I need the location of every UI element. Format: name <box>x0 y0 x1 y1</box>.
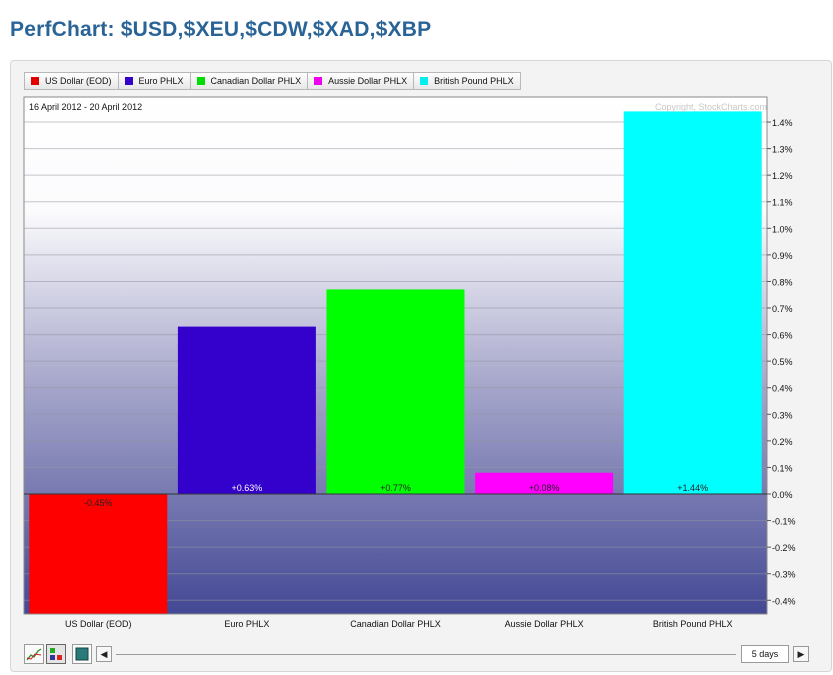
y-tick-label: 0.7% <box>772 304 793 314</box>
y-tick-label: 1.4% <box>772 118 793 128</box>
bar <box>177 326 316 494</box>
copyright-label: Copyright, StockCharts.com <box>655 102 767 112</box>
y-tick-label: 0.9% <box>772 251 793 261</box>
legend-item-us-dollar[interactable]: US Dollar (EOD) <box>24 72 119 90</box>
bar-mode-button[interactable] <box>46 644 66 664</box>
bar-value-label: +1.44% <box>677 483 708 493</box>
histogram-icon <box>75 647 89 661</box>
y-tick-label: 0.5% <box>772 357 793 367</box>
page-title: PerfChart: $USD,$XEU,$CDW,$XAD,$XBP <box>10 18 432 41</box>
x-category-label: US Dollar (EOD) <box>65 619 132 629</box>
y-tick-label: 1.2% <box>772 171 793 181</box>
bar-value-label: +0.77% <box>380 483 411 493</box>
y-tick-label: -0.4% <box>772 596 796 606</box>
legend-swatch-aussie-dollar <box>314 77 323 85</box>
bar <box>475 472 614 494</box>
y-tick-label: 1.3% <box>772 145 793 155</box>
legend-label-british-pound: British Pound PHLX <box>434 76 514 86</box>
y-tick-label: -0.1% <box>772 517 796 527</box>
y-tick-label: 1.1% <box>772 198 793 208</box>
bar <box>623 111 762 494</box>
chart-legend: US Dollar (EOD) Euro PHLX Canadian Dolla… <box>24 72 521 90</box>
bar-chart-icon <box>50 648 62 660</box>
y-tick-label: 0.8% <box>772 277 793 287</box>
legend-label-aussie-dollar: Aussie Dollar PHLX <box>328 76 408 86</box>
legend-swatch-canadian-dollar <box>196 77 205 85</box>
y-tick-label: 0.1% <box>772 463 793 473</box>
bar-value-label: +0.63% <box>232 483 263 493</box>
y-tick-label: -0.3% <box>772 570 796 580</box>
y-tick-label: -0.2% <box>772 543 796 553</box>
line-mode-button[interactable] <box>24 644 44 664</box>
legend-label-canadian-dollar: Canadian Dollar PHLX <box>210 76 302 86</box>
legend-swatch-euro <box>124 77 133 85</box>
x-category-label: Euro PHLX <box>224 619 269 629</box>
x-category-label: Canadian Dollar PHLX <box>350 619 441 629</box>
bars <box>24 111 767 614</box>
legend-item-british-pound[interactable]: British Pound PHLX <box>413 72 521 90</box>
histogram-mode-button[interactable] <box>72 644 92 664</box>
legend-item-euro[interactable]: Euro PHLX <box>117 72 191 90</box>
x-category-label: Aussie Dollar PHLX <box>505 619 584 629</box>
legend-item-aussie-dollar[interactable]: Aussie Dollar PHLX <box>307 72 415 90</box>
scroll-left-button[interactable]: ◀ <box>96 646 112 662</box>
x-category-label: British Pound PHLX <box>653 619 733 629</box>
bar <box>326 289 465 494</box>
legend-swatch-us-dollar <box>31 77 39 85</box>
bar-value-label: +0.08% <box>529 483 560 493</box>
date-range-label: 16 April 2012 - 20 April 2012 <box>29 102 142 112</box>
y-tick-label: 0.2% <box>772 437 793 447</box>
bar-value-label: -0.45% <box>84 498 113 508</box>
chart-controls: ◀ 5 days ▶ <box>24 644 814 666</box>
y-tick-label: 0.0% <box>772 490 793 500</box>
y-tick-label: 1.0% <box>772 224 793 234</box>
chevron-right-icon: ▶ <box>797 649 805 659</box>
period-scrollbar[interactable] <box>116 654 736 655</box>
bar <box>29 494 168 614</box>
legend-label-euro: Euro PHLX <box>138 76 184 86</box>
y-tick-label: 0.4% <box>772 384 793 394</box>
y-axis: 1.4% 1.3% 1.2% 1.1% 1.0% 0.9% 0.8% 0.7% 0.6% 0.5%… <box>767 118 796 606</box>
legend-item-canadian-dollar[interactable]: Canadian Dollar PHLX <box>189 72 309 90</box>
chevron-left-icon: ◀ <box>100 649 108 659</box>
period-selector[interactable]: 5 days <box>741 645 789 663</box>
labels: -0.45% US Dollar (EOD) +0.63% Euro PHLX +0.7… <box>65 483 732 629</box>
y-tick-label: 0.3% <box>772 410 793 420</box>
scroll-right-button[interactable]: ▶ <box>793 646 809 662</box>
period-label: 5 days <box>751 649 779 659</box>
line-chart-icon <box>26 648 42 661</box>
legend-label-us-dollar: US Dollar (EOD) <box>45 76 112 86</box>
legend-swatch-british-pound <box>420 77 429 85</box>
y-tick-label: 0.6% <box>772 331 793 341</box>
